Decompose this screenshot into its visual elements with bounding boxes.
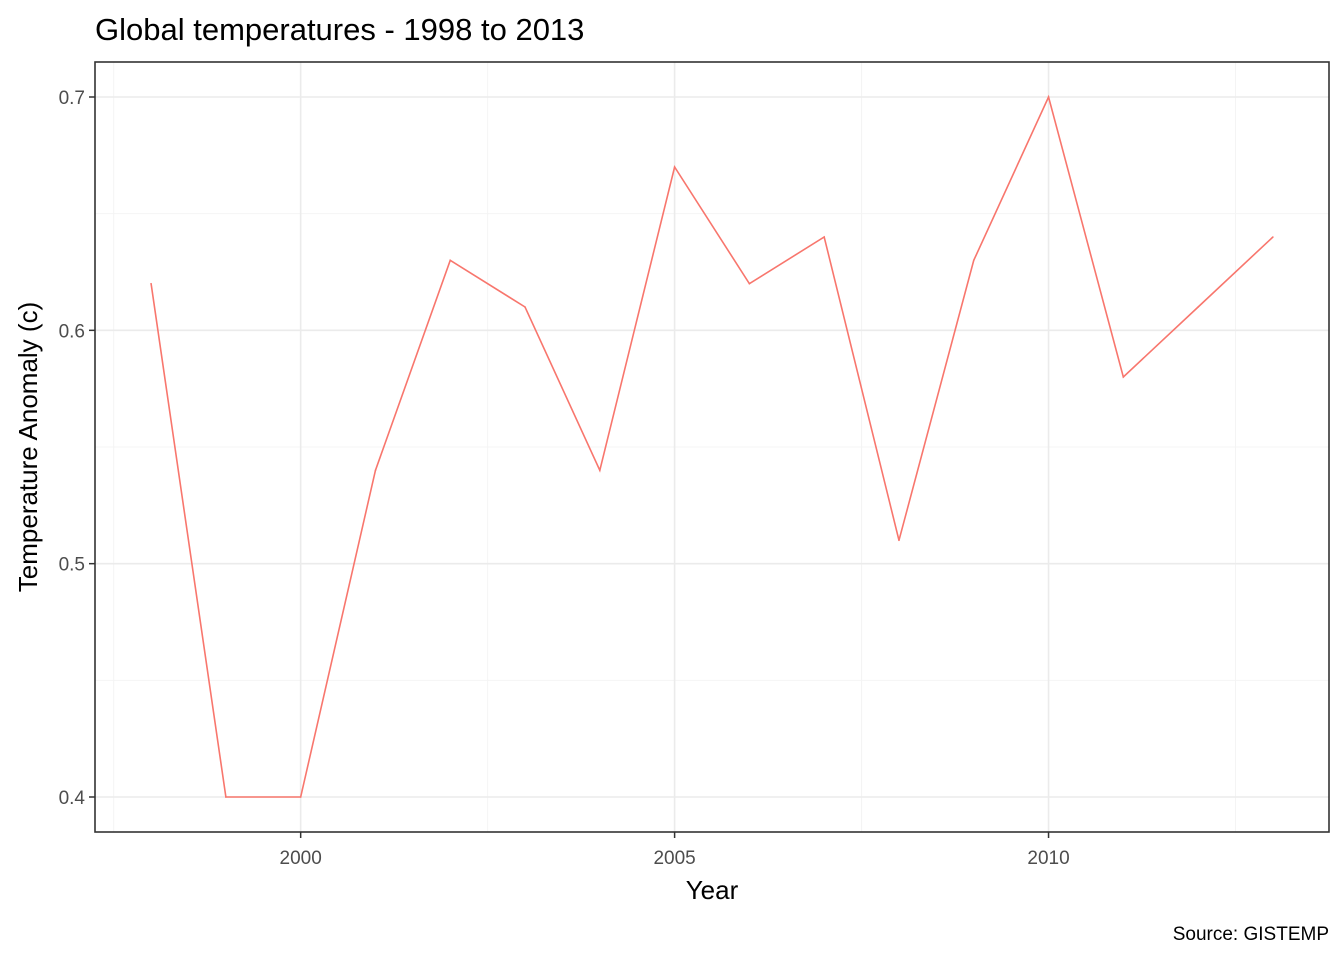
data-point bbox=[1197, 306, 1199, 308]
data-point bbox=[449, 259, 452, 262]
y-tick-label: 0.4 bbox=[59, 788, 86, 809]
data-point bbox=[150, 282, 152, 285]
data-point bbox=[673, 166, 676, 168]
tick-labels: 2000 2005 2010 0.4 0.5 0.6 0.7 bbox=[59, 88, 1070, 869]
y-axis-title: Temperature Anomaly (c) bbox=[13, 302, 43, 592]
x-tick-label: 2005 bbox=[653, 848, 695, 869]
data-point bbox=[299, 796, 302, 798]
chart-title: Global temperatures - 1998 to 2013 bbox=[95, 12, 584, 47]
data-point bbox=[748, 282, 751, 285]
axis-ticks bbox=[89, 96, 1050, 838]
data-point bbox=[225, 796, 227, 798]
data-point bbox=[972, 259, 975, 262]
data-point bbox=[1272, 236, 1274, 238]
source-caption: Source: GISTEMP bbox=[1173, 924, 1329, 945]
series-layer bbox=[150, 94, 1274, 798]
data-point bbox=[898, 539, 900, 542]
data-point bbox=[599, 469, 601, 472]
y-tick-label: 0.6 bbox=[59, 321, 85, 342]
data-point bbox=[1047, 96, 1050, 98]
data-point bbox=[374, 469, 377, 472]
data-point bbox=[1122, 376, 1125, 378]
y-tick-label: 0.7 bbox=[59, 88, 85, 109]
data-point bbox=[524, 306, 526, 308]
x-tick-label: 2000 bbox=[280, 848, 322, 869]
series-line bbox=[150, 94, 1274, 798]
x-tick-label: 2010 bbox=[1027, 848, 1069, 869]
y-tick-label: 0.5 bbox=[59, 555, 85, 576]
data-point bbox=[823, 236, 825, 238]
panel-border bbox=[94, 61, 1330, 833]
x-axis-title: Year bbox=[686, 875, 739, 905]
